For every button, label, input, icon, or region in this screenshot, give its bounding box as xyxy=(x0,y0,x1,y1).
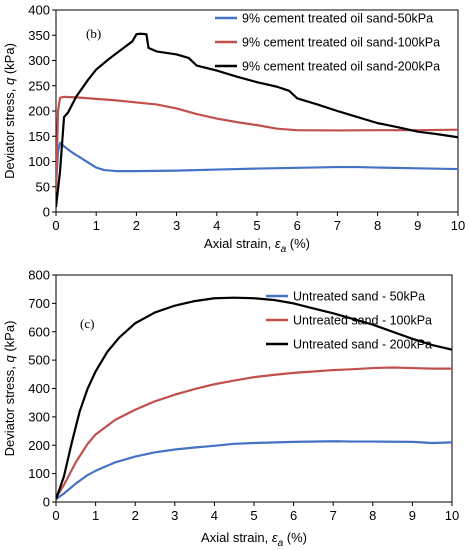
x-tick-label: 2 xyxy=(132,508,139,523)
legend-label-1: Untreated sand - 100kPa xyxy=(293,314,432,328)
x-tick-label: 7 xyxy=(334,218,341,233)
x-tick-label: 5 xyxy=(250,508,257,523)
y-tick-label: 400 xyxy=(28,381,50,396)
x-axis-title: Axial strain, εa (%) xyxy=(201,530,307,549)
series-line-0 xyxy=(56,440,452,501)
series-line-1 xyxy=(56,95,458,192)
legend-label-2: Untreated sand - 200kPa xyxy=(293,338,432,352)
series-line-2 xyxy=(56,296,452,500)
x-tick-label: 4 xyxy=(213,218,220,233)
y-tick-label: 0 xyxy=(43,205,50,220)
x-tick-label: 1 xyxy=(93,218,100,233)
series-line-2 xyxy=(56,32,458,208)
y-axis-title: Deviator stress, q (kPa) xyxy=(2,321,17,457)
x-axis-title-prefix: Axial strain, xyxy=(201,530,272,545)
x-axis-title-symbol: ε xyxy=(272,530,278,545)
x-tick-label: 9 xyxy=(409,508,416,523)
x-tick-label: 7 xyxy=(330,508,337,523)
x-axis-title-suffix: (%) xyxy=(286,236,310,251)
legend-label-2: 9% cement treated oil sand-200kPa xyxy=(242,60,440,74)
legend-label-1: 9% cement treated oil sand-100kPa xyxy=(242,36,440,50)
legend-label-0: 9% cement treated oil sand-50kPa xyxy=(242,12,433,26)
y-tick-label: 400 xyxy=(28,3,50,18)
chart-panel-0: 0 50 100 150 200 250 300 350 400 0 1 2 3 4 5 6 7 8 9 10 Axia… xyxy=(2,3,465,256)
x-axis-title-prefix: Axial strain, xyxy=(204,236,275,251)
y-tick-label: 500 xyxy=(28,353,50,368)
x-tick-label: 10 xyxy=(451,218,465,233)
y-tick-label: 200 xyxy=(28,104,50,119)
x-tick-label: 6 xyxy=(294,218,301,233)
x-axis-title: Axial strain, εa (%) xyxy=(204,236,310,255)
x-axis-title-subscript: a xyxy=(281,244,287,255)
y-tick-label: 800 xyxy=(28,268,50,283)
x-tick-label: 6 xyxy=(290,508,297,523)
x-axis-title-suffix: (%) xyxy=(283,530,307,545)
y-tick-label: 350 xyxy=(28,28,50,43)
y-tick-label: 300 xyxy=(28,53,50,68)
y-tick-label: 50 xyxy=(36,179,50,194)
y-axis-title-symbol: q xyxy=(2,77,17,85)
x-tick-label: 4 xyxy=(211,508,218,523)
y-axis-title-symbol: q xyxy=(2,354,17,362)
x-tick-label: 3 xyxy=(173,218,180,233)
y-axis-title-prefix: Deviator stress, xyxy=(2,362,17,456)
y-tick-label: 0 xyxy=(43,495,50,510)
x-tick-label: 5 xyxy=(253,218,260,233)
x-tick-label: 8 xyxy=(374,218,381,233)
x-tick-label: 9 xyxy=(414,218,421,233)
x-tick-label: 8 xyxy=(369,508,376,523)
x-tick-label: 10 xyxy=(445,508,459,523)
panel-label: (b) xyxy=(86,26,101,41)
y-tick-label: 700 xyxy=(28,296,50,311)
x-tick-label: 1 xyxy=(92,508,99,523)
plot-frame xyxy=(55,274,453,503)
x-axis-title-subscript: a xyxy=(278,538,284,549)
y-axis-title-suffix: (kPa) xyxy=(2,43,17,78)
y-tick-label: 600 xyxy=(28,324,50,339)
y-axis-title: Deviator stress, q (kPa) xyxy=(2,43,17,179)
series-line-0 xyxy=(56,141,458,187)
x-tick-label: 0 xyxy=(52,508,59,523)
y-tick-label: 250 xyxy=(28,78,50,93)
legend-label-0: Untreated sand - 50kPa xyxy=(293,290,425,304)
series-line-1 xyxy=(56,366,452,499)
y-tick-label: 200 xyxy=(28,438,50,453)
y-axis-title-suffix: (kPa) xyxy=(2,321,17,356)
x-tick-label: 0 xyxy=(52,218,59,233)
x-tick-label: 3 xyxy=(171,508,178,523)
chart-panel-1: 0 100 200 300 400 500 600 700 800 0 1 2 3 4 5 6 7 8 9 10 Axi… xyxy=(2,268,459,550)
y-tick-label: 100 xyxy=(28,154,50,169)
panel-label: (c) xyxy=(80,316,94,331)
y-tick-label: 300 xyxy=(28,409,50,424)
x-axis-title-symbol: ε xyxy=(275,236,281,251)
y-tick-label: 150 xyxy=(28,129,50,144)
y-tick-label: 100 xyxy=(28,466,50,481)
y-axis-title-prefix: Deviator stress, xyxy=(2,85,17,179)
x-tick-label: 2 xyxy=(133,218,140,233)
